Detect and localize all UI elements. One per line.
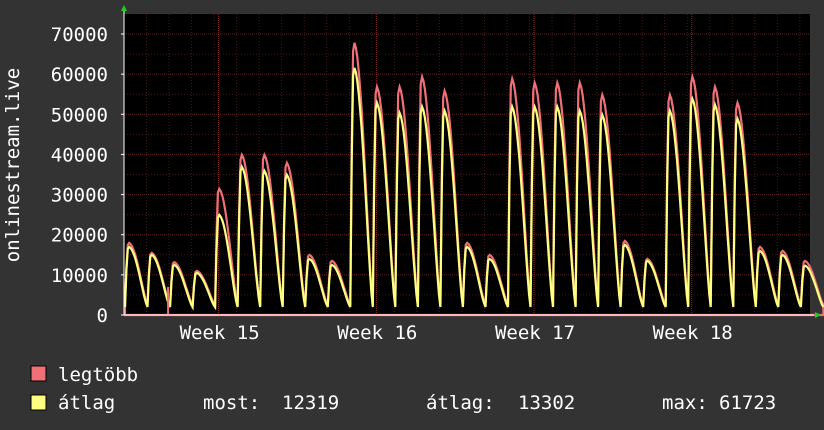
y-tick-labels: 0 10000 20000 30000 40000 50000 60000 70000 xyxy=(51,24,108,327)
x-axis-arrow xyxy=(815,312,821,318)
legend-label-legtobb: legtöbb xyxy=(58,364,138,386)
stat-max-value: 61723 xyxy=(719,392,776,414)
stat-max-label: max: xyxy=(662,392,708,414)
y-tick-label: 50000 xyxy=(51,104,108,126)
grid xyxy=(124,14,810,315)
x-tick-label: Week 16 xyxy=(337,322,417,344)
series-layer xyxy=(123,42,824,317)
legend-label-atlag: átlag xyxy=(58,392,115,414)
y-axis-arrow xyxy=(121,5,127,11)
legend-swatch-atlag xyxy=(30,394,47,411)
x-tick-label: Week 15 xyxy=(180,322,260,344)
stat-current-value: 12319 xyxy=(282,392,339,414)
axes xyxy=(121,5,821,318)
x-tick-labels: Week 15 Week 16 Week 17 Week 18 xyxy=(180,322,733,344)
x-tick-label: Week 17 xyxy=(495,322,575,344)
y-tick-label: 0 xyxy=(97,305,108,327)
y-tick-label: 10000 xyxy=(51,265,108,287)
y-tick-label: 40000 xyxy=(51,144,108,166)
y-tick-label: 20000 xyxy=(51,225,108,247)
y-tick-label: 70000 xyxy=(51,24,108,46)
stat-average-value: 13302 xyxy=(518,392,575,414)
stat-average-label: átlag: xyxy=(426,392,495,414)
legend: legtöbb átlag xyxy=(30,364,138,414)
stat-current-label: most: xyxy=(203,392,260,414)
x-tick-label: Week 18 xyxy=(653,322,733,344)
series-line-atlag xyxy=(123,67,824,311)
y-axis-label: onlinestream.live xyxy=(2,68,24,262)
y-tick-label: 60000 xyxy=(51,64,108,86)
y-tick-label: 30000 xyxy=(51,185,108,207)
stats: most: 12319 átlag: 13302 max: 61723 xyxy=(203,392,776,414)
legend-swatch-legtobb xyxy=(30,365,47,382)
